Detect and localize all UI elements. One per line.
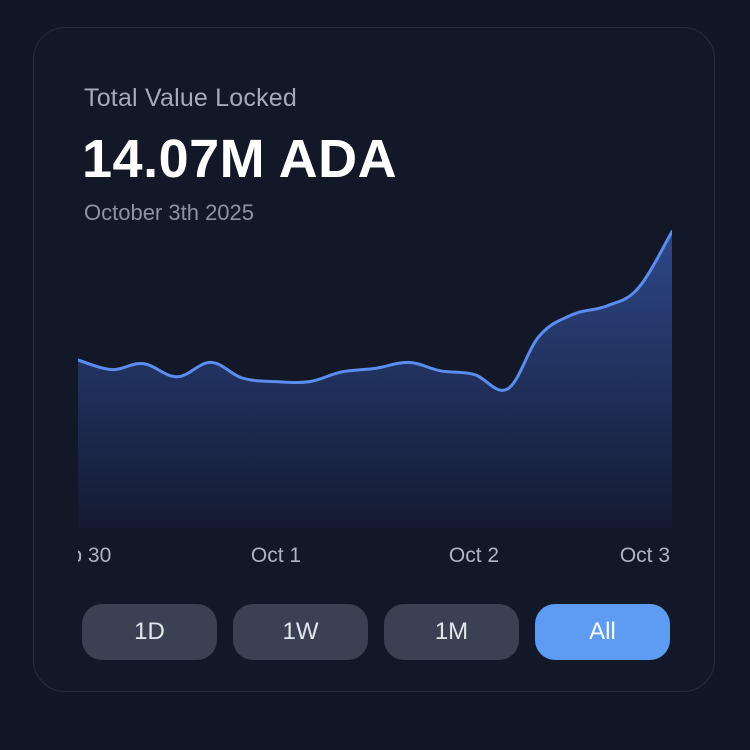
range-button-1d[interactable]: 1D <box>82 604 217 660</box>
range-button-1w[interactable]: 1W <box>233 604 368 660</box>
tvl-card: Total Value Locked 14.07M ADA October 3t… <box>33 27 715 692</box>
tick-label-oct-1: Oct 1 <box>251 544 301 567</box>
tvl-value: 14.07M ADA <box>82 129 398 189</box>
range-button-all[interactable]: All <box>535 604 670 660</box>
tick-label-oct-2: Oct 2 <box>449 544 499 567</box>
tvl-area-fill <box>78 231 672 528</box>
tick-label-oct-3: Oct 3 <box>620 544 670 567</box>
card-title: Total Value Locked <box>84 84 297 112</box>
tick-label-sep-30: Sep 30 <box>45 544 112 567</box>
range-selector: 1D 1W 1M All <box>82 604 670 660</box>
tvl-date: October 3th 2025 <box>84 200 255 225</box>
tvl-series-line <box>78 230 672 392</box>
range-button-1m[interactable]: 1M <box>384 604 519 660</box>
tvl-area-chart: Sep 30 Oct 1 Oct 2 Oct 3 <box>45 230 672 567</box>
